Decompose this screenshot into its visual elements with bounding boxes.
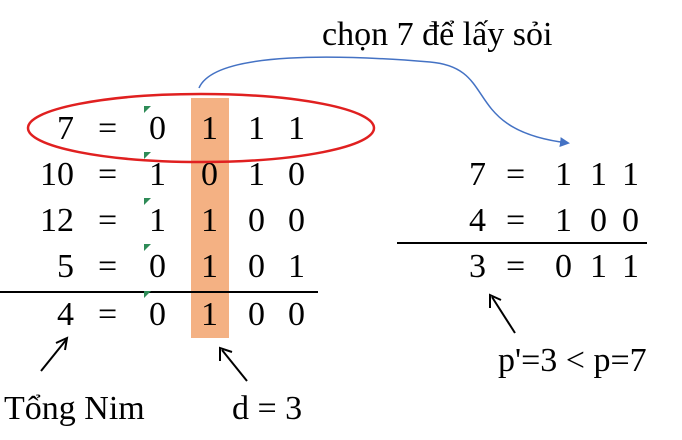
green-corner-marks — [144, 106, 151, 298]
equals-sign: = — [98, 248, 118, 285]
comparison-label: p'=3 < p=7 — [498, 342, 647, 379]
bit: 1 — [248, 110, 265, 147]
bit: 0 — [555, 248, 572, 285]
curved-arrow — [198, 56, 570, 148]
equals-sign: = — [506, 202, 526, 239]
bit: 0 — [248, 296, 265, 333]
bit: 1 — [201, 248, 218, 285]
bit: 0 — [248, 202, 265, 239]
bit: 1 — [622, 248, 639, 285]
bit: 0 — [288, 156, 305, 193]
equals-sign: = — [98, 110, 118, 147]
row-label: 12 — [40, 202, 74, 239]
equals-sign: = — [98, 296, 118, 333]
d-column-arrow — [219, 346, 248, 382]
bit: 1 — [590, 248, 607, 285]
nim-sum-label: Tổng Nim — [4, 390, 145, 427]
row-label: 4 — [57, 296, 74, 333]
equals-sign: = — [506, 248, 526, 285]
row-label: 3 — [469, 248, 486, 285]
bit: 1 — [590, 156, 607, 193]
row-label: 7 — [57, 110, 74, 147]
selected-row-ellipse — [26, 92, 376, 164]
row-label: 10 — [40, 156, 74, 193]
bit: 1 — [201, 110, 218, 147]
bit: 0 — [288, 202, 305, 239]
bit: 1 — [288, 248, 305, 285]
bit: 1 — [149, 202, 166, 239]
equals-sign: = — [98, 156, 118, 193]
nim-sum-arrow — [40, 336, 69, 372]
bit: 0 — [149, 110, 166, 147]
bit: 1 — [555, 202, 572, 239]
equals-sign: = — [98, 202, 118, 239]
bit: 0 — [149, 248, 166, 285]
bit: 0 — [590, 202, 607, 239]
title: chọn 7 để lấy sỏi — [322, 16, 553, 53]
bit: 1 — [288, 110, 305, 147]
bit: 1 — [201, 202, 218, 239]
d-value-label: d = 3 — [232, 390, 303, 427]
row-label: 5 — [57, 248, 74, 285]
bit: 0 — [201, 156, 218, 193]
bit: 1 — [248, 156, 265, 193]
bit: 1 — [149, 156, 166, 193]
row-label: 7 — [469, 156, 486, 193]
row-label: 4 — [469, 202, 486, 239]
left-separator-line — [0, 291, 318, 293]
bit: 0 — [288, 296, 305, 333]
bit: 1 — [555, 156, 572, 193]
bit: 1 — [622, 156, 639, 193]
bit: 1 — [201, 296, 218, 333]
right-separator-line — [397, 242, 647, 244]
equals-sign: = — [506, 156, 526, 193]
bit: 0 — [248, 248, 265, 285]
result-arrow — [489, 293, 516, 334]
bit: 0 — [622, 202, 639, 239]
bit: 0 — [149, 296, 166, 333]
highlight-column — [191, 98, 229, 338]
